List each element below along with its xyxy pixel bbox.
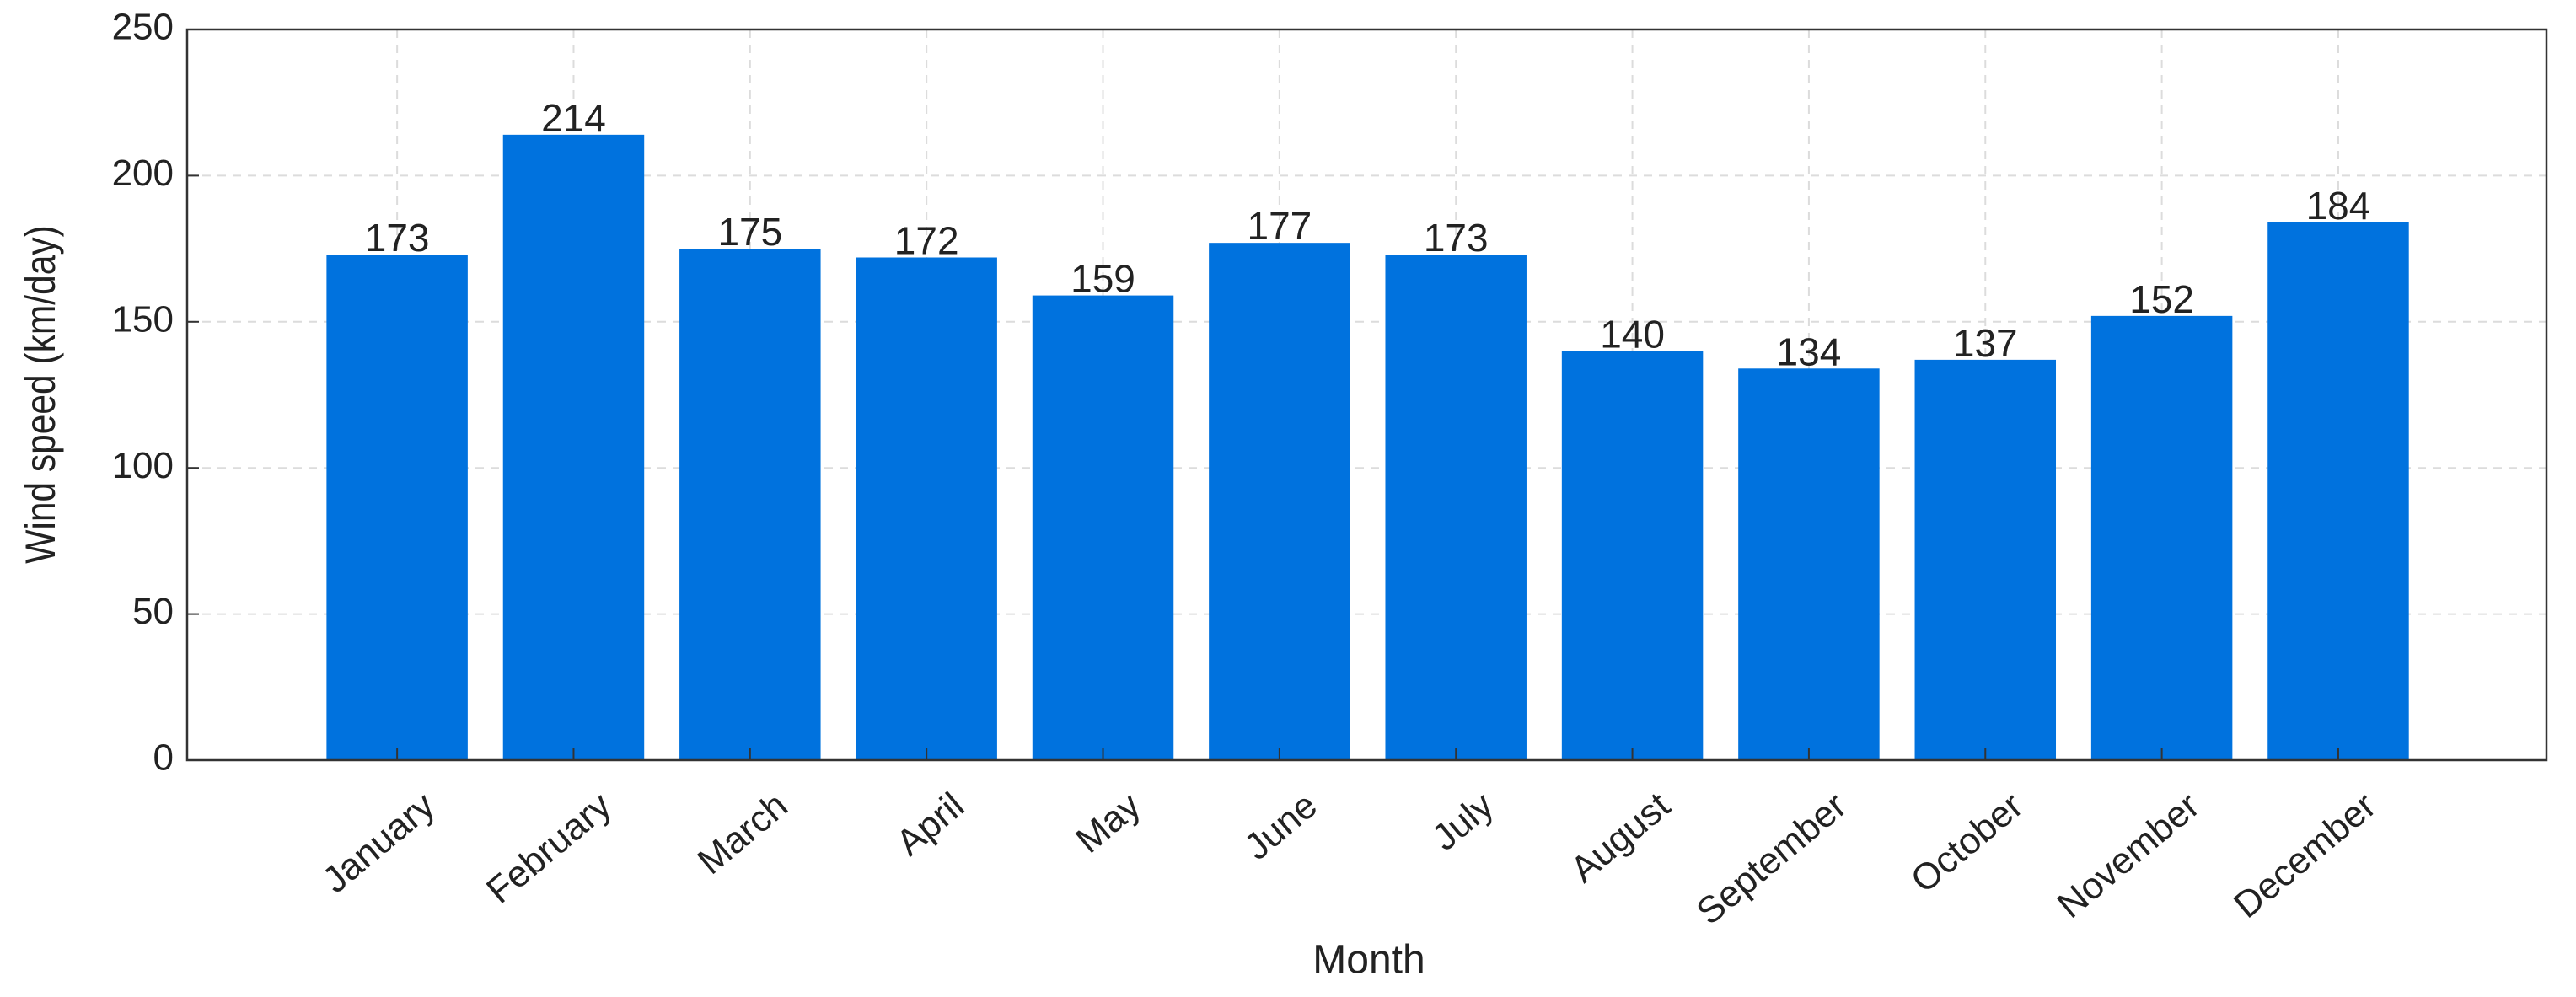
x-tick-label: November bbox=[2050, 785, 2208, 926]
value-label: 152 bbox=[2129, 277, 2194, 321]
bar bbox=[2090, 315, 2233, 760]
value-label: 177 bbox=[1247, 204, 1312, 248]
value-label: 175 bbox=[717, 210, 782, 254]
bar bbox=[679, 249, 821, 761]
x-tick-label: January bbox=[315, 785, 443, 901]
x-tick-label: September bbox=[1688, 785, 1854, 933]
plot-frame bbox=[185, 28, 2548, 762]
y-tick-label: 0 bbox=[153, 737, 174, 779]
y-tick-label: 50 bbox=[132, 591, 174, 632]
bar bbox=[1209, 243, 1350, 760]
bar bbox=[502, 134, 645, 760]
value-label: 159 bbox=[1071, 257, 1135, 301]
y-tick-label: 250 bbox=[112, 7, 174, 48]
y-axis-label: Wind speed (km/day) bbox=[17, 225, 64, 563]
y-tick-label: 150 bbox=[112, 298, 174, 340]
value-label: 173 bbox=[365, 216, 430, 260]
x-tick-label: February bbox=[479, 785, 619, 912]
x-axis-label: Month bbox=[1312, 938, 1425, 983]
value-label: 140 bbox=[1600, 312, 1665, 356]
bar bbox=[1738, 368, 1880, 760]
bar bbox=[856, 257, 997, 760]
x-tick-label: December bbox=[2226, 785, 2384, 926]
bar bbox=[1032, 295, 1174, 760]
value-label: 214 bbox=[541, 96, 606, 140]
x-tick-label: March bbox=[690, 785, 796, 882]
value-label: 137 bbox=[1953, 321, 2018, 365]
bar bbox=[1561, 351, 1704, 760]
y-tick-label: 200 bbox=[112, 153, 174, 194]
bar bbox=[326, 255, 468, 760]
x-tick-label: June bbox=[1237, 785, 1325, 868]
bar bbox=[1914, 359, 2057, 760]
value-label: 173 bbox=[1424, 216, 1489, 260]
x-tick-label: April bbox=[888, 785, 972, 864]
value-label: 184 bbox=[2306, 184, 2371, 228]
value-label: 134 bbox=[1777, 330, 1842, 373]
bar bbox=[1385, 255, 1527, 760]
bar bbox=[2267, 222, 2409, 760]
x-tick-label: October bbox=[1903, 785, 2031, 901]
x-tick-label: August bbox=[1563, 785, 1677, 891]
value-label: 172 bbox=[894, 219, 959, 263]
y-tick-label: 100 bbox=[112, 445, 174, 486]
x-tick-label: May bbox=[1068, 785, 1148, 861]
x-tick-label: July bbox=[1425, 785, 1501, 859]
